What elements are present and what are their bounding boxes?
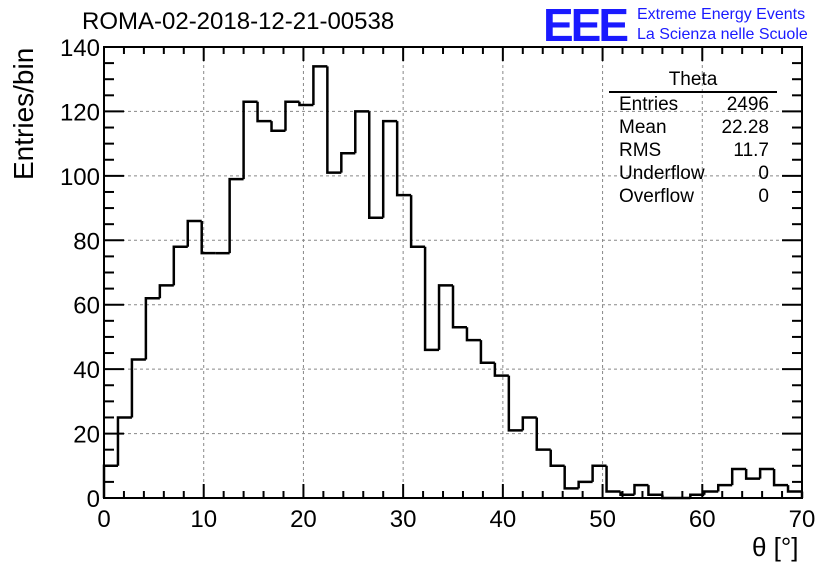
histogram-bin [158, 284, 174, 299]
histogram-bin [563, 465, 579, 490]
histogram [102, 65, 804, 500]
eee-logo-icon: EEE [543, 0, 629, 51]
x-tick-label: 40 [490, 506, 517, 533]
stats-value: 2496 [726, 94, 769, 115]
histogram-bin [228, 177, 244, 254]
y-tick-label: 20 [73, 422, 100, 449]
histogram-bin [772, 469, 789, 487]
x-axis-tick-labels: 0 10 20 30 40 50 60 70 [97, 506, 815, 533]
y-tick-label: 100 [60, 164, 100, 191]
histogram-bin [381, 119, 398, 218]
y-tick-label: 40 [73, 357, 100, 384]
histogram-bin [479, 340, 495, 364]
histogram-bin [633, 483, 649, 495]
histogram-bin [535, 417, 551, 451]
stats-value: 22.28 [721, 117, 769, 138]
histogram-bin [577, 480, 593, 489]
x-tick-label: 10 [190, 506, 217, 533]
histogram-bin [605, 465, 621, 493]
stats-row-entries: Entries 2496 [609, 93, 777, 116]
brand-line-2: La Scienza nelle Scuole [637, 26, 808, 43]
histogram-bin [437, 284, 453, 350]
histogram-bin [256, 101, 272, 123]
stats-value: 11.7 [733, 140, 769, 161]
plot-frame [103, 46, 803, 499]
histogram-bin [521, 416, 537, 431]
stats-row-overflow: Overflow 0 [609, 185, 777, 208]
histogram-bin [242, 100, 258, 180]
stats-value: 0 [758, 186, 769, 207]
y-tick-label: 80 [73, 228, 100, 255]
y-tick-label: 140 [60, 35, 100, 62]
histogram-bin [423, 246, 440, 352]
histogram-bin [493, 362, 509, 377]
stats-label: RMS [619, 140, 662, 161]
y-axis-tick-labels: 0 20 40 60 80 100 120 140 [60, 35, 100, 513]
y-tick-label: 60 [73, 293, 100, 320]
histogram-bin [395, 121, 412, 197]
histogram-bin [130, 358, 146, 418]
stats-label: Mean [619, 117, 667, 138]
histogram-bin [270, 121, 286, 133]
histogram-bin [172, 245, 188, 286]
stats-row-mean: Mean 22.28 [609, 116, 777, 139]
stats-title: Theta [609, 70, 777, 93]
y-tick-label: 120 [60, 99, 100, 126]
x-tick-label: 20 [290, 506, 317, 533]
histogram-bin [619, 491, 635, 497]
stats-row-underflow: Underflow 0 [609, 162, 777, 185]
histogram-bin [340, 152, 356, 173]
stats-value: 0 [758, 163, 769, 184]
stats-label: Underflow [619, 163, 705, 184]
histogram-bin [200, 220, 216, 255]
histogram-bin [647, 485, 663, 497]
histogram-bin [703, 490, 719, 495]
y-axis-label: Entries/bin [8, 47, 39, 180]
x-tick-label: 0 [97, 506, 110, 533]
histogram-bin [326, 66, 342, 174]
histogram-bin [409, 195, 426, 248]
x-axis-label: θ [°] [752, 532, 799, 562]
histogram-bin [298, 101, 314, 107]
x-tick-label: 50 [589, 506, 616, 533]
histogram-bin [758, 467, 775, 479]
histogram-bin [186, 219, 202, 247]
stats-row-rms: RMS 11.7 [609, 139, 777, 162]
histogram-bin [716, 483, 733, 492]
stats-label: Entries [619, 94, 679, 115]
histogram-bin [730, 467, 747, 486]
x-tick-label: 60 [689, 506, 716, 533]
histogram-bin [312, 65, 328, 105]
histogram-bin [284, 100, 300, 131]
chart-title: ROMA-02-2018-12-21-00538 [82, 8, 395, 35]
histogram-bin [786, 485, 802, 493]
histogram-bin [144, 297, 160, 360]
histogram-bin [507, 375, 523, 432]
stats-label: Overflow [619, 186, 694, 207]
x-tick-label: 30 [390, 506, 417, 533]
histogram-bin [451, 285, 467, 329]
histogram-bin [116, 416, 132, 466]
x-tick-label: 70 [789, 506, 816, 533]
brand-line-1: Extreme Energy Events [637, 6, 806, 23]
histogram-bin [465, 327, 481, 342]
histogram-bin [367, 111, 384, 219]
histogram-bin [591, 464, 607, 482]
histogram-bin [354, 110, 370, 154]
histogram-bin [744, 469, 761, 480]
y-tick-label: 0 [87, 486, 100, 513]
stats-box: Theta Entries 2496 Mean 22.28 RMS 11.7 U… [609, 70, 777, 208]
histogram-bin [689, 493, 705, 498]
histogram-bin [549, 449, 565, 468]
